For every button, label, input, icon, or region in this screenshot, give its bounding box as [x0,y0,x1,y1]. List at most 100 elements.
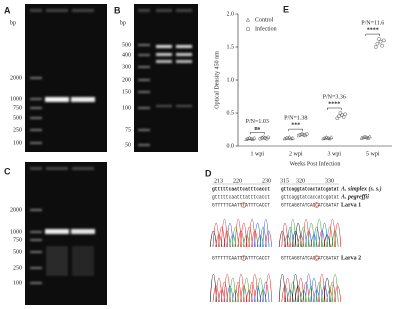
chromatogram-peak [218,226,226,248]
sequence: gtttttcaattcatttcacct [212,186,270,192]
control-point [252,135,257,140]
x-tick-label: 1 wpi [251,151,265,157]
chromatogram-peak [229,277,237,303]
unit-label: bp [10,20,16,26]
chromatogram-peak [299,289,307,303]
mismatch [313,255,320,261]
control-point [287,135,292,139]
infection-point [341,115,346,119]
significance: *** [291,122,300,128]
chromatogram-peak [262,281,270,303]
ladder-label: 1000 [10,229,22,235]
sequence: gttcaggtatcaccatcgatat [281,194,339,200]
infection-point [337,114,341,119]
sample-name: A. simplex (s. s.) [340,185,382,192]
ladder-band [30,117,42,119]
chromatogram-peak [254,222,262,248]
legend-marker [245,17,251,22]
chromatogram-peak [286,289,294,303]
x-axis-title: Weeks Post Infection [290,160,341,167]
ladder-label: 150 [122,89,131,95]
ladder-band [138,66,150,68]
position-label: 320 [296,178,305,184]
ladder-label: 100 [122,105,131,111]
sample-name: Larva 2 [341,255,361,261]
legend-marker [245,26,251,32]
sig-bracket [365,33,380,37]
ladder-band [30,209,42,211]
position-label: 213 [214,178,223,184]
ladder-band [30,239,42,241]
control-point [359,135,364,140]
infection-point [377,37,381,41]
unit-label: bp [120,20,126,26]
control-point [321,136,326,141]
ladder-band [30,267,42,269]
ladder-band [138,107,150,109]
ladder-label: 1000 [10,96,22,102]
chromatogram-peak [245,226,253,248]
ladder-label: 400 [122,52,131,58]
ladder-label: 250 [13,127,22,133]
ladder-label: 500 [13,249,22,255]
mismatch [241,202,247,208]
sample-name: A. pegreffii [340,194,369,200]
position-label: 230 [262,178,271,184]
chromatogram-peak [234,281,242,303]
significance: **** [367,27,379,33]
legend-label: Infection [255,25,277,32]
control-point [289,136,294,141]
ladder-band [30,107,42,109]
infection-point [375,41,380,46]
chromatogram-peak [313,289,321,303]
infection-point [343,112,348,117]
ladder-band [138,129,150,131]
control-point [361,135,366,139]
ladder-band [138,44,150,46]
ladder-label: 50 [125,142,131,148]
chromatogram-peak [248,281,256,303]
chromatogram-peak [240,285,248,303]
chromatogram-peak [284,234,292,248]
control-point [244,137,249,141]
infection-point [373,45,378,49]
infection-point [261,135,266,140]
position-label: 220 [233,178,242,184]
ladder-band [30,231,42,233]
ladder-band [30,129,42,131]
chromatogram-peak [226,285,234,303]
position-label: 330 [325,178,334,184]
ladder-band [30,251,42,253]
y-tick-label: 2.0 [227,11,235,17]
ladder-band [30,98,42,100]
chromatogram-peak [331,230,339,248]
ladder-label: 750 [13,237,22,243]
panel-label: B [114,5,121,15]
mismatch [241,255,247,261]
ladder-label: 75 [125,127,131,133]
x-tick-label: 5 wpi [366,151,380,157]
position-label: 315 [280,178,289,184]
ladder-band [138,144,150,146]
infection-point [380,43,384,48]
chromatogram-peak [254,285,262,303]
sequence: gtttttcaatttatttcacct [212,194,270,200]
chromatogram-peak [215,277,223,303]
control-point [285,135,291,140]
control-point [322,135,327,140]
chromatogram-peak [223,230,231,248]
sequence: gttcaggtatcactatcgatat [281,186,339,192]
x-tick-label: 3 wpi [328,151,342,157]
sig-bracket [327,107,342,110]
infection-point [378,39,383,44]
chromatogram-peak [334,222,342,248]
infection-point [381,38,386,43]
chromatogram-peak [251,230,259,248]
pn-ratio: P/N=1.03 [246,119,269,125]
ladder-band [138,91,150,93]
chromatogram-peak [323,234,331,248]
chromatogram-peak [212,222,220,248]
pn-ratio: P/N=1.38 [284,115,307,121]
infection-point [296,133,301,138]
y-tick-label: 0.5 [227,110,235,116]
